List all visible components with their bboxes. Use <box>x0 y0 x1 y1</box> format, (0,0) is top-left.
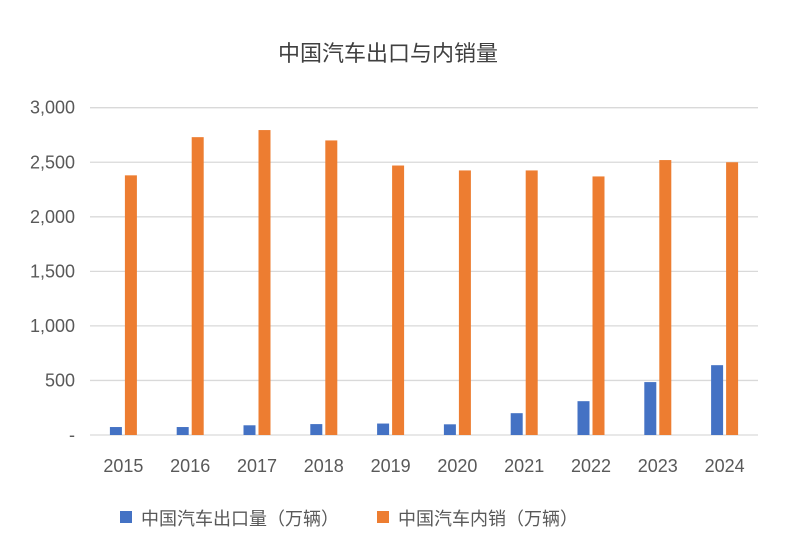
bar-domestic-2021 <box>525 170 538 435</box>
bar-domestic-2023 <box>659 160 672 435</box>
bar-exports-2015 <box>109 427 122 435</box>
x-tick-label: 2020 <box>437 456 477 476</box>
bar-domestic-2018 <box>325 140 338 435</box>
bar-domestic-2020 <box>458 170 471 435</box>
y-tick-label: 3,000 <box>30 98 75 118</box>
bars <box>109 130 739 436</box>
x-tick-label: 2024 <box>705 456 745 476</box>
bar-exports-2024 <box>711 365 724 435</box>
x-tick-label: 2015 <box>103 456 143 476</box>
chart-title: 中国汽车出口与内销量 <box>278 42 498 67</box>
legend-swatch-domestic <box>377 511 389 523</box>
bar-domestic-2017 <box>258 130 271 436</box>
gridlines <box>90 107 758 436</box>
legend: 中国汽车出口量（万辆） 中国汽车内销（万辆） <box>120 509 578 530</box>
bar-exports-2019 <box>377 423 390 435</box>
x-tick-label: 2018 <box>304 456 344 476</box>
legend-swatch-exports <box>120 511 132 523</box>
bar-domestic-2024 <box>726 162 739 435</box>
y-tick-label: - <box>69 425 75 445</box>
y-tick-label: 1,500 <box>30 261 75 281</box>
bar-exports-2023 <box>644 382 657 435</box>
x-tick-label: 2021 <box>504 456 544 476</box>
bar-exports-2021 <box>510 413 523 435</box>
bar-exports-2022 <box>577 401 590 435</box>
y-axis-ticks: - 500 1,000 1,500 2,000 2,500 3,000 <box>30 98 75 445</box>
bar-domestic-2022 <box>592 176 605 436</box>
bar-domestic-2019 <box>392 165 405 435</box>
legend-label-exports: 中国汽车出口量（万辆） <box>141 509 339 530</box>
bar-domestic-2015 <box>124 175 137 436</box>
y-tick-label: 2,000 <box>30 207 75 227</box>
x-tick-label: 2019 <box>371 456 411 476</box>
x-axis-ticks: 2015 2016 2017 2018 2019 2020 2021 2022 2023 2024 <box>103 456 744 476</box>
x-tick-label: 2017 <box>237 456 277 476</box>
x-tick-label: 2022 <box>571 456 611 476</box>
bar-exports-2017 <box>243 425 256 435</box>
y-tick-label: 500 <box>45 370 75 390</box>
bar-exports-2020 <box>443 424 456 435</box>
y-tick-label: 2,500 <box>30 152 75 172</box>
x-tick-label: 2016 <box>170 456 210 476</box>
bar-domestic-2016 <box>191 137 204 436</box>
bar-exports-2016 <box>176 427 189 435</box>
x-tick-label: 2023 <box>638 456 678 476</box>
bar-exports-2018 <box>310 424 323 435</box>
y-tick-label: 1,000 <box>30 316 75 336</box>
legend-label-domestic: 中国汽车内销（万辆） <box>398 509 578 530</box>
